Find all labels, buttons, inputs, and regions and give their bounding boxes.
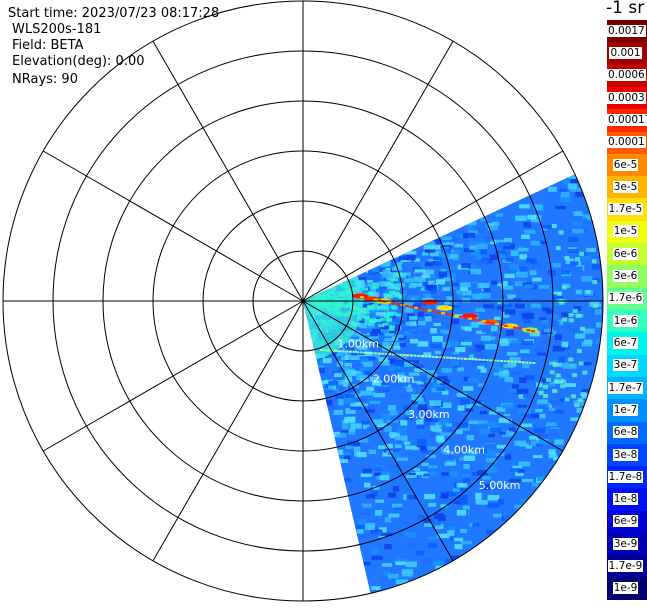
colorbar-tick-text: 6e-7 (612, 336, 639, 349)
colorbar-tick-text: 3e-6 (612, 270, 639, 283)
instrument-name: WLS200s-181 (12, 22, 102, 37)
colorbar-tick-label: 1.7e-8 (607, 470, 644, 484)
colorbar: 0.0017 0.001 0.0006 0.0003 0.00017 0.0001 6e-5… (607, 20, 647, 601)
colorbar-tick-text: 6e-6 (612, 247, 639, 260)
colorbar-tick-text: 1.7e-7 (607, 381, 644, 394)
nrays-value: NRays: 90 (12, 72, 78, 87)
colorbar-tick-label: 3e-5 (607, 180, 644, 194)
range-labels: 1.00km 2.00km 3.00km 4.00km 5.00km (337, 337, 520, 491)
colorbar-tick-text: 1.7e-6 (607, 292, 644, 305)
colorbar-tick-label: 3e-9 (607, 537, 644, 551)
colorbar-tick-label: 3e-6 (607, 270, 644, 283)
azimuth-spoke (302, 40, 454, 302)
colorbar-tick-label: 3e-8 (607, 448, 644, 462)
field-name: Field: BETA (12, 38, 84, 53)
colorbar-tick-label: 6e-9 (607, 515, 644, 528)
colorbar-units: -1 sr (606, 0, 645, 18)
colorbar-tick-label: 0.00017 (607, 113, 647, 127)
azimuth-spokes (3, 1, 603, 601)
azimuth-spoke (302, 300, 564, 452)
colorbar-tick-text: 6e-8 (612, 426, 639, 439)
colorbar-tick-label: 1.7e-9 (607, 560, 644, 573)
colorbar-tick-label: 0.0017 (607, 24, 646, 38)
colorbar-tick-label: 6e-8 (607, 426, 644, 439)
colorbar-tick-text: 1e-5 (612, 225, 639, 238)
colorbar-tick-text: 1e-8 (612, 493, 639, 506)
azimuth-spoke (152, 40, 304, 302)
colorbar-tick-label: 1e-8 (607, 493, 644, 506)
azimuth-spoke (302, 150, 564, 302)
colorbar-tick-label: 1e-5 (607, 225, 644, 238)
range-label: 3.00km (408, 408, 450, 421)
colorbar-tick-label: 1.7e-6 (607, 292, 644, 305)
colorbar-tick-text: 1e-9 (612, 582, 639, 595)
azimuth-spoke (302, 300, 454, 562)
colorbar-tick-label: 0.001 (607, 46, 644, 60)
elevation-value: Elevation(deg): 0.00 (12, 54, 145, 69)
colorbar-tick-text: 0.0017 (607, 24, 646, 37)
colorbar-tick-label: 1e-9 (607, 582, 644, 595)
colorbar-tick-text: 1e-6 (612, 314, 639, 327)
colorbar-tick-label: 6e-6 (607, 247, 644, 261)
colorbar-tick-label: 6e-7 (607, 336, 644, 350)
colorbar-tick-text: 6e-9 (612, 515, 639, 528)
colorbar-tick-text: 1.7e-5 (607, 203, 644, 216)
range-label: 1.00km (337, 337, 379, 350)
colorbar-tick-text: 3e-9 (612, 537, 639, 550)
colorbar-tick-label: 0.0001 (607, 136, 646, 149)
colorbar-tick-text: 0.001 (609, 46, 642, 59)
colorbar-tick-text: 0.0001 (607, 136, 646, 149)
radar-sector (303, 174, 603, 594)
colorbar-tick-label: 0.0003 (607, 91, 646, 105)
colorbar-tick-text: 0.0003 (607, 91, 646, 104)
colorbar-tick-text: 3e-8 (612, 448, 639, 461)
colorbar-tick-text: 3e-5 (612, 180, 639, 193)
colorbar-tick-label: 3e-7 (607, 359, 644, 372)
colorbar-tick-text: 3e-7 (612, 359, 639, 372)
azimuth-spoke (152, 300, 304, 562)
range-label: 5.00km (479, 479, 521, 492)
colorbar-tick-text: 1.7e-9 (607, 560, 644, 573)
colorbar-tick-text: 6e-5 (612, 158, 639, 171)
colorbar-tick-label: 1e-6 (607, 314, 644, 328)
colorbar-tick-text: 0.00017 (607, 113, 647, 126)
colorbar-tick-text: 1.7e-8 (607, 470, 644, 483)
colorbar-tick-label: 1.7e-7 (607, 381, 644, 395)
start-time: Start time: 2023/07/23 08:17:28 (8, 6, 220, 21)
ppi-plot: 1.00km 2.00km 3.00km 4.00km 5.00km (2, 0, 604, 602)
colorbar-tick-label: 1.7e-5 (607, 203, 644, 216)
range-label: 2.00km (373, 373, 415, 386)
azimuth-spoke (42, 300, 304, 452)
colorbar-tick-label: 1e-7 (607, 403, 644, 417)
range-label: 4.00km (443, 443, 485, 456)
colorbar-tick-text: 0.0006 (607, 69, 646, 82)
azimuth-spoke (42, 150, 304, 302)
colorbar-tick-text: 1e-7 (612, 403, 639, 416)
colorbar-tick-label: 6e-5 (607, 158, 644, 172)
colorbar-tick-label: 0.0006 (607, 69, 646, 82)
